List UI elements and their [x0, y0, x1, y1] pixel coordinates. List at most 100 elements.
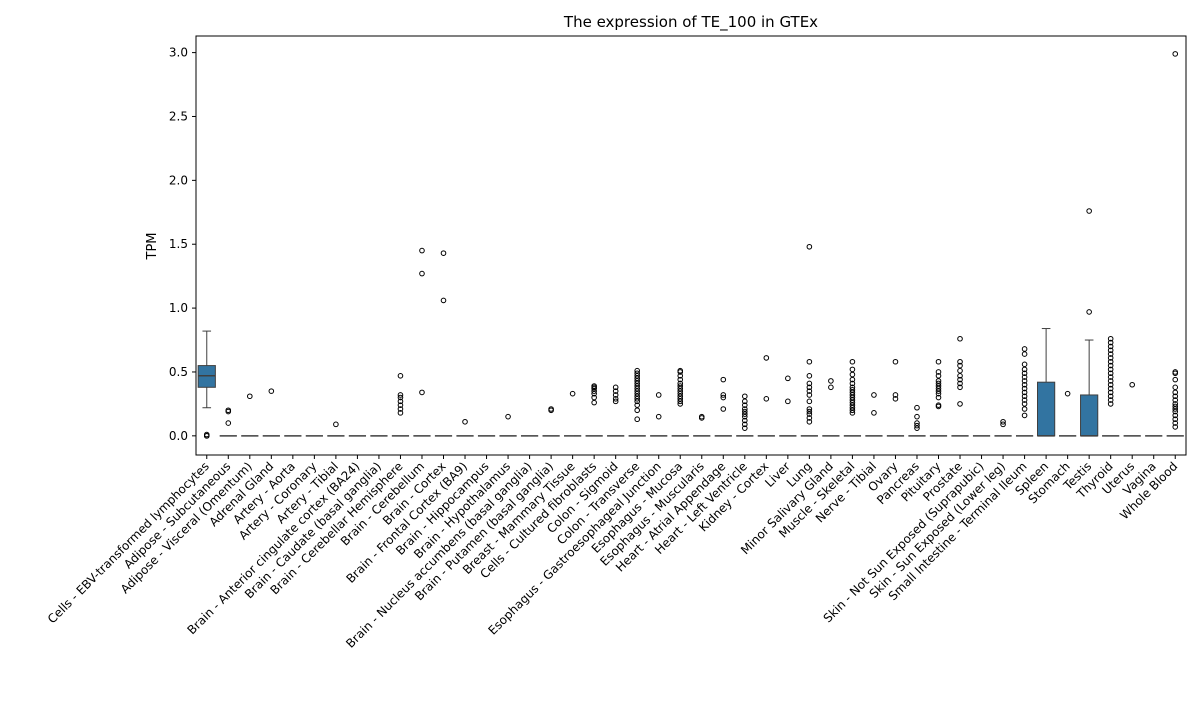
outlier-point	[935, 383, 942, 389]
outlier-point	[1107, 370, 1114, 377]
y-tick-label: 1.0	[169, 301, 188, 315]
outlier-point	[914, 413, 920, 420]
outlier-point	[1172, 401, 1179, 407]
outlier-point	[935, 394, 942, 401]
outlier-point	[720, 392, 727, 398]
outlier-point	[806, 243, 813, 250]
outlier-point	[935, 372, 942, 379]
outlier-point	[591, 390, 597, 397]
outlier-point	[806, 411, 813, 417]
outlier-point	[612, 392, 619, 398]
outlier-point	[914, 422, 920, 429]
outlier-point	[634, 385, 640, 392]
outlier-point	[677, 395, 684, 402]
y-tick-label: 0.5	[169, 365, 188, 379]
outlier-point	[742, 421, 748, 428]
outlier-point	[677, 388, 684, 394]
outlier-point	[720, 394, 727, 401]
outlier-point	[806, 392, 813, 398]
outlier-point	[957, 335, 963, 342]
outlier-point	[612, 384, 619, 391]
outlier-point	[1021, 361, 1028, 368]
outlier-point	[440, 297, 447, 304]
outlier-point	[1021, 378, 1028, 384]
y-axis-label: TPM	[145, 233, 160, 261]
outlier-point	[634, 393, 640, 400]
outlier-point	[655, 413, 662, 420]
outlier-point	[849, 410, 856, 416]
outlier-point	[742, 425, 748, 431]
outlier-point	[806, 406, 813, 412]
outlier-point	[1107, 335, 1114, 342]
outlier-point	[806, 418, 813, 425]
outlier-point	[634, 380, 640, 387]
outlier-point	[849, 402, 856, 408]
outlier-point	[892, 358, 899, 365]
outlier-point	[763, 395, 770, 402]
outlier-point	[720, 376, 727, 383]
outlier-point	[849, 397, 856, 403]
outlier-point	[419, 270, 425, 277]
outlier-point	[849, 371, 856, 378]
outlier-point	[742, 398, 748, 405]
outlier-point	[462, 418, 468, 425]
outlier-point	[742, 411, 748, 417]
outlier-point	[1129, 381, 1135, 388]
outlier-point	[1086, 309, 1092, 315]
outlier-point	[677, 398, 684, 405]
outlier-point	[849, 358, 856, 365]
outlier-point	[677, 376, 684, 383]
outlier-point	[1107, 389, 1114, 396]
outlier-point	[742, 393, 748, 400]
outlier-point	[849, 389, 856, 396]
outlier-point	[763, 355, 770, 361]
outlier-point	[785, 375, 791, 382]
outlier-point	[1172, 393, 1179, 400]
outlier-point	[397, 406, 404, 412]
outlier-point	[742, 408, 748, 415]
outlier-point	[1172, 403, 1179, 410]
outlier-point	[677, 385, 684, 392]
outlier-point	[1107, 393, 1114, 400]
outlier-point	[1107, 385, 1114, 392]
outlier-point	[1021, 374, 1028, 380]
outlier-point	[1021, 351, 1028, 357]
outlier-point	[634, 370, 640, 377]
outlier-point	[634, 388, 640, 394]
box	[1080, 394, 1099, 437]
outlier-point	[806, 372, 813, 379]
outlier-point	[871, 410, 877, 416]
outlier-point	[634, 383, 640, 389]
y-tick-label: 1.5	[169, 237, 188, 251]
outlier-point	[1107, 397, 1114, 403]
outlier-point	[1172, 384, 1179, 391]
outlier-point	[268, 388, 275, 394]
outlier-point	[935, 380, 942, 387]
y-tick-label: 0.0	[169, 429, 188, 443]
outlier-point	[935, 385, 942, 392]
chart-title: The expression of TE_100 in GTEx	[563, 13, 818, 32]
outlier-point	[935, 390, 942, 397]
outlier-point	[914, 420, 920, 426]
y-tick-label: 2.0	[169, 173, 188, 187]
outlier-point	[1107, 374, 1114, 380]
outlier-point	[591, 388, 597, 394]
outlier-point	[1172, 416, 1179, 423]
outlier-point	[1107, 358, 1114, 365]
outlier-point	[397, 402, 404, 408]
outlier-point	[1021, 389, 1028, 396]
outlier-point	[634, 416, 640, 423]
outlier-point	[1172, 412, 1179, 419]
outlier-point	[849, 380, 856, 387]
outlier-point	[634, 378, 640, 384]
outlier-point	[806, 388, 813, 394]
outlier-point	[1021, 393, 1028, 400]
outlier-point	[655, 392, 662, 398]
outlier-point	[871, 392, 877, 398]
outlier-point	[677, 393, 684, 400]
outlier-point	[1021, 370, 1028, 377]
outlier-point	[203, 431, 210, 438]
outlier-point	[892, 395, 899, 402]
outlier-point	[677, 380, 684, 387]
